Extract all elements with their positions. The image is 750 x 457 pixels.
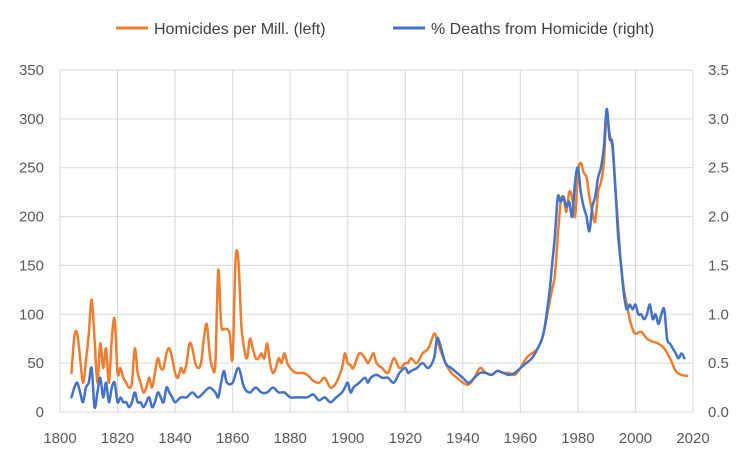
series-line-deaths bbox=[70, 107, 686, 410]
x-tick-label: 1840 bbox=[158, 430, 191, 447]
x-tick-label: 1800 bbox=[43, 430, 76, 447]
y-right-tick-label: 1.0 bbox=[708, 306, 729, 323]
y-right-tick-label: 2.0 bbox=[708, 209, 729, 226]
x-tick-label: 1880 bbox=[273, 430, 306, 447]
x-tick-label: 2000 bbox=[619, 430, 652, 447]
y-left-tick-label: 200 bbox=[19, 209, 44, 226]
y-right-tick-label: 0.0 bbox=[708, 404, 729, 421]
x-tick-label: 1900 bbox=[331, 430, 364, 447]
x-tick-label: 1940 bbox=[446, 430, 479, 447]
y-left-tick-label: 0 bbox=[36, 404, 44, 421]
x-tick-label: 1820 bbox=[101, 430, 134, 447]
legend-label-deaths: % Deaths from Homicide (right) bbox=[431, 21, 654, 38]
x-tick-label: 1860 bbox=[216, 430, 249, 447]
series-line-homicides bbox=[70, 111, 689, 394]
x-tick-label: 1960 bbox=[504, 430, 537, 447]
y-right-tick-label: 0.5 bbox=[708, 355, 729, 372]
y-right-tick-label: 1.5 bbox=[708, 257, 729, 274]
y-left-tick-label: 50 bbox=[27, 355, 44, 372]
y-axis-right-ticks: 0.0 0.5 1.0 1.5 2.0 2.5 3.0 3.5 bbox=[708, 62, 729, 421]
y-left-tick-label: 100 bbox=[19, 306, 44, 323]
legend: Homicides per Mill. (left) % Deaths from… bbox=[116, 21, 654, 38]
x-axis-ticks: 1800 1820 1840 1860 1880 1900 1920 1940 1960 1980… bbox=[43, 430, 709, 447]
y-right-tick-label: 3.5 bbox=[708, 62, 729, 79]
x-tick-label: 1980 bbox=[561, 430, 594, 447]
y-left-tick-label: 250 bbox=[19, 160, 44, 177]
y-right-tick-label: 3.0 bbox=[708, 111, 729, 128]
x-tick-label: 2020 bbox=[676, 430, 709, 447]
legend-label-homicides: Homicides per Mill. (left) bbox=[154, 21, 326, 38]
y-left-tick-label: 300 bbox=[19, 111, 44, 128]
series-lines bbox=[70, 107, 689, 410]
y-axis-left-ticks: 0 50 100 150 200 250 300 350 bbox=[19, 62, 44, 421]
y-right-tick-label: 2.5 bbox=[708, 160, 729, 177]
y-left-tick-label: 350 bbox=[19, 62, 44, 79]
x-tick-label: 1920 bbox=[389, 430, 422, 447]
y-left-tick-label: 150 bbox=[19, 257, 44, 274]
